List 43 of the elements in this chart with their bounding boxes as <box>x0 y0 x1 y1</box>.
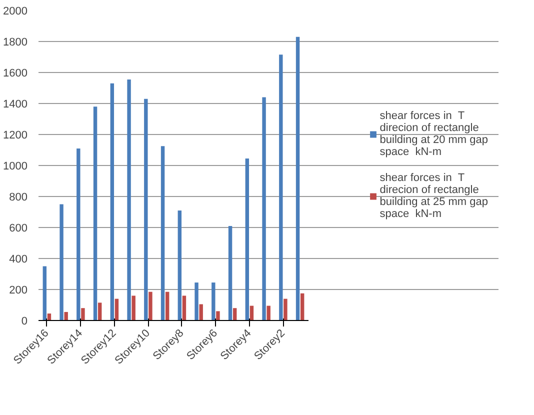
bar <box>284 298 288 320</box>
bar <box>76 148 80 320</box>
bar <box>93 106 98 320</box>
legend-label: shear forces in T direcion of rectangle building at 20 mm gap space kN-m <box>380 110 488 158</box>
legend-label: shear forces in T direcion of rectangle building at 25 mm gap space kN-m <box>380 172 488 220</box>
bar <box>144 98 148 320</box>
y-tick-label: 400 <box>9 254 28 266</box>
bar <box>64 312 68 320</box>
bar <box>262 97 266 320</box>
bar <box>266 306 270 320</box>
bar <box>81 308 85 320</box>
bar <box>232 308 237 320</box>
y-tick-label: 0 <box>21 316 28 328</box>
bar <box>194 282 198 320</box>
bar <box>114 298 119 320</box>
y-tick-label: 1600 <box>3 68 28 80</box>
y-tick-label: 1800 <box>3 36 28 48</box>
bar <box>279 54 283 320</box>
y-tick-label: 1200 <box>3 130 28 142</box>
bar <box>228 226 232 320</box>
y-tick-label: 800 <box>9 192 28 204</box>
y-tick-label: 600 <box>9 222 28 234</box>
bar <box>178 210 182 320</box>
bar <box>60 204 64 320</box>
bar <box>132 296 136 320</box>
bar <box>216 311 220 320</box>
y-tick-label: 2000 <box>3 6 28 18</box>
bar <box>127 79 131 320</box>
bar <box>182 296 186 320</box>
bar <box>165 292 170 320</box>
bar <box>110 83 114 320</box>
bar <box>212 282 216 320</box>
bar <box>98 302 102 320</box>
bar <box>160 146 165 320</box>
bar <box>148 292 152 320</box>
bar <box>245 158 250 320</box>
bar <box>300 293 304 320</box>
bar <box>42 266 47 320</box>
bar <box>199 304 203 320</box>
bar <box>296 36 300 320</box>
y-tick-label: 1000 <box>3 160 28 172</box>
y-tick-label: 1400 <box>3 98 28 110</box>
y-tick-label: 200 <box>9 284 28 296</box>
